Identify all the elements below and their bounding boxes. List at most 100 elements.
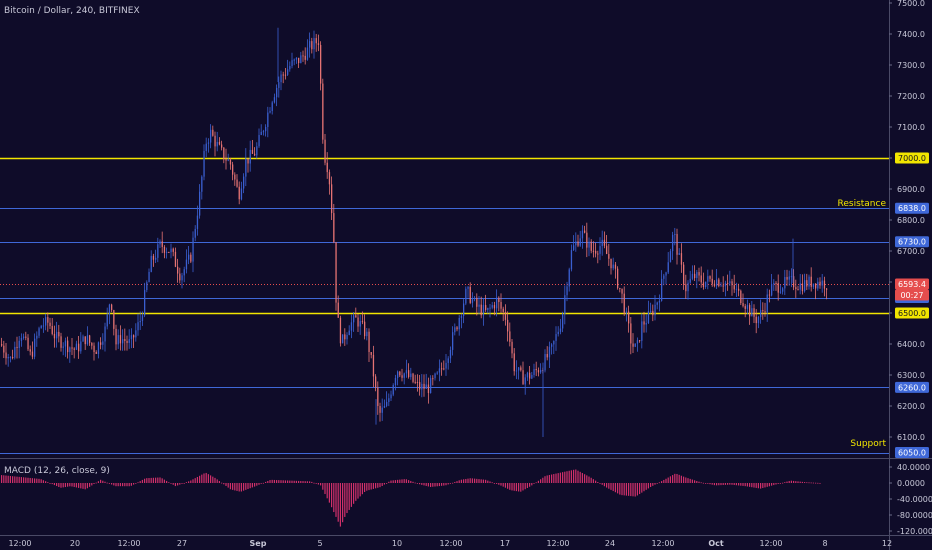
macd-bar: [702, 482, 704, 484]
level-price-label: 7000.0: [898, 154, 926, 163]
time-tick-label: 10: [392, 539, 402, 548]
macd-bar: [45, 481, 47, 483]
macd-bar: [731, 483, 733, 485]
candle-body: [256, 146, 258, 156]
macd-bar: [592, 479, 594, 483]
candle-body: [762, 310, 764, 312]
candle-body: [12, 356, 14, 358]
macd-bar: [430, 483, 432, 487]
macd-bar: [425, 483, 427, 486]
candle-body: [218, 141, 221, 145]
candle-body: [524, 377, 526, 385]
candle-body: [353, 315, 355, 323]
candle-body: [751, 308, 753, 317]
candle-body: [359, 321, 361, 327]
macd-bar: [460, 479, 462, 483]
candle-body: [128, 339, 130, 343]
macd-bar: [293, 480, 295, 483]
candle-body: [531, 374, 533, 379]
candle-body: [669, 251, 672, 263]
horizontal-levels: [0, 157, 889, 454]
macd-bar: [119, 483, 121, 487]
candle-body: [117, 335, 119, 345]
candle-body: [7, 357, 9, 359]
candle-body: [515, 370, 518, 372]
macd-bar: [443, 483, 445, 486]
macd-bar: [383, 483, 385, 485]
macd-bar: [64, 483, 66, 488]
candle-body: [419, 382, 421, 390]
macd-bar: [67, 483, 69, 487]
candle-body: [414, 381, 416, 383]
candle-body: [243, 176, 245, 189]
candle-body: [634, 343, 636, 347]
candle-body: [544, 354, 546, 371]
macd-bar: [148, 478, 150, 483]
macd-bar: [60, 483, 62, 488]
macd-bar: [454, 481, 456, 483]
macd-bar: [548, 474, 550, 483]
candle-body: [344, 334, 346, 340]
level-labels: 7000.06838.06730.06550.06500.06260.06050…: [895, 152, 929, 458]
candle-body: [452, 332, 454, 350]
macd-bar: [546, 475, 548, 483]
candle-body: [386, 401, 388, 406]
macd-bar: [518, 483, 520, 492]
macd-bar: [625, 483, 627, 496]
macd-bar: [489, 481, 491, 483]
candle-body: [599, 246, 601, 254]
candle-body: [766, 294, 768, 313]
candle-body: [412, 373, 414, 382]
candle-body: [447, 358, 449, 363]
candle-body: [760, 310, 762, 318]
macd-bar: [680, 475, 682, 483]
price-tick-label: 6100.0: [897, 433, 925, 442]
candle-body: [309, 41, 311, 48]
macd-bar: [586, 475, 588, 483]
macd-bar: [34, 478, 36, 483]
candle-body: [586, 232, 588, 248]
candle-body: [390, 394, 392, 399]
candle-body: [641, 321, 643, 341]
macd-bar: [581, 473, 583, 483]
macd-bar: [36, 478, 38, 483]
macd-bar: [179, 483, 181, 485]
macd-bar: [40, 479, 42, 483]
macd-bar: [447, 483, 449, 485]
candle-body: [410, 373, 412, 378]
macd-bar: [797, 481, 799, 483]
macd-tick-label: -80.0000: [897, 511, 932, 520]
candle-body: [771, 284, 773, 296]
macd-bar: [394, 480, 396, 483]
macd-bar: [306, 481, 308, 483]
time-tick-label: 24: [605, 539, 615, 548]
macd-bar: [634, 483, 636, 497]
macd-bar: [588, 476, 590, 483]
candle-body: [170, 248, 172, 253]
candle-body: [135, 330, 137, 338]
countdown-label-box: [895, 289, 929, 301]
candle-body: [493, 305, 496, 309]
macd-bar: [289, 480, 291, 483]
candle-body: [210, 129, 212, 143]
candle-body: [399, 371, 401, 376]
macd-tick-label: -40.0000: [897, 495, 932, 504]
candle-body: [80, 341, 82, 352]
macd-bar: [522, 483, 524, 491]
candle-body: [612, 264, 614, 269]
candle-body: [265, 126, 267, 132]
macd-bar: [687, 478, 689, 483]
macd-bar: [124, 483, 126, 487]
macd-bar: [559, 472, 561, 483]
macd-bar: [700, 482, 702, 484]
candle-body: [526, 372, 529, 378]
macd-bar: [265, 481, 267, 483]
candle-body: [427, 384, 430, 394]
macd-bar: [658, 482, 660, 484]
macd-bar: [639, 483, 641, 495]
macd-bar: [434, 483, 436, 487]
candle-body: [449, 349, 452, 359]
macd-bar: [5, 475, 7, 483]
macd-bar: [669, 476, 671, 483]
time-tick-label: 12:00: [651, 539, 674, 548]
